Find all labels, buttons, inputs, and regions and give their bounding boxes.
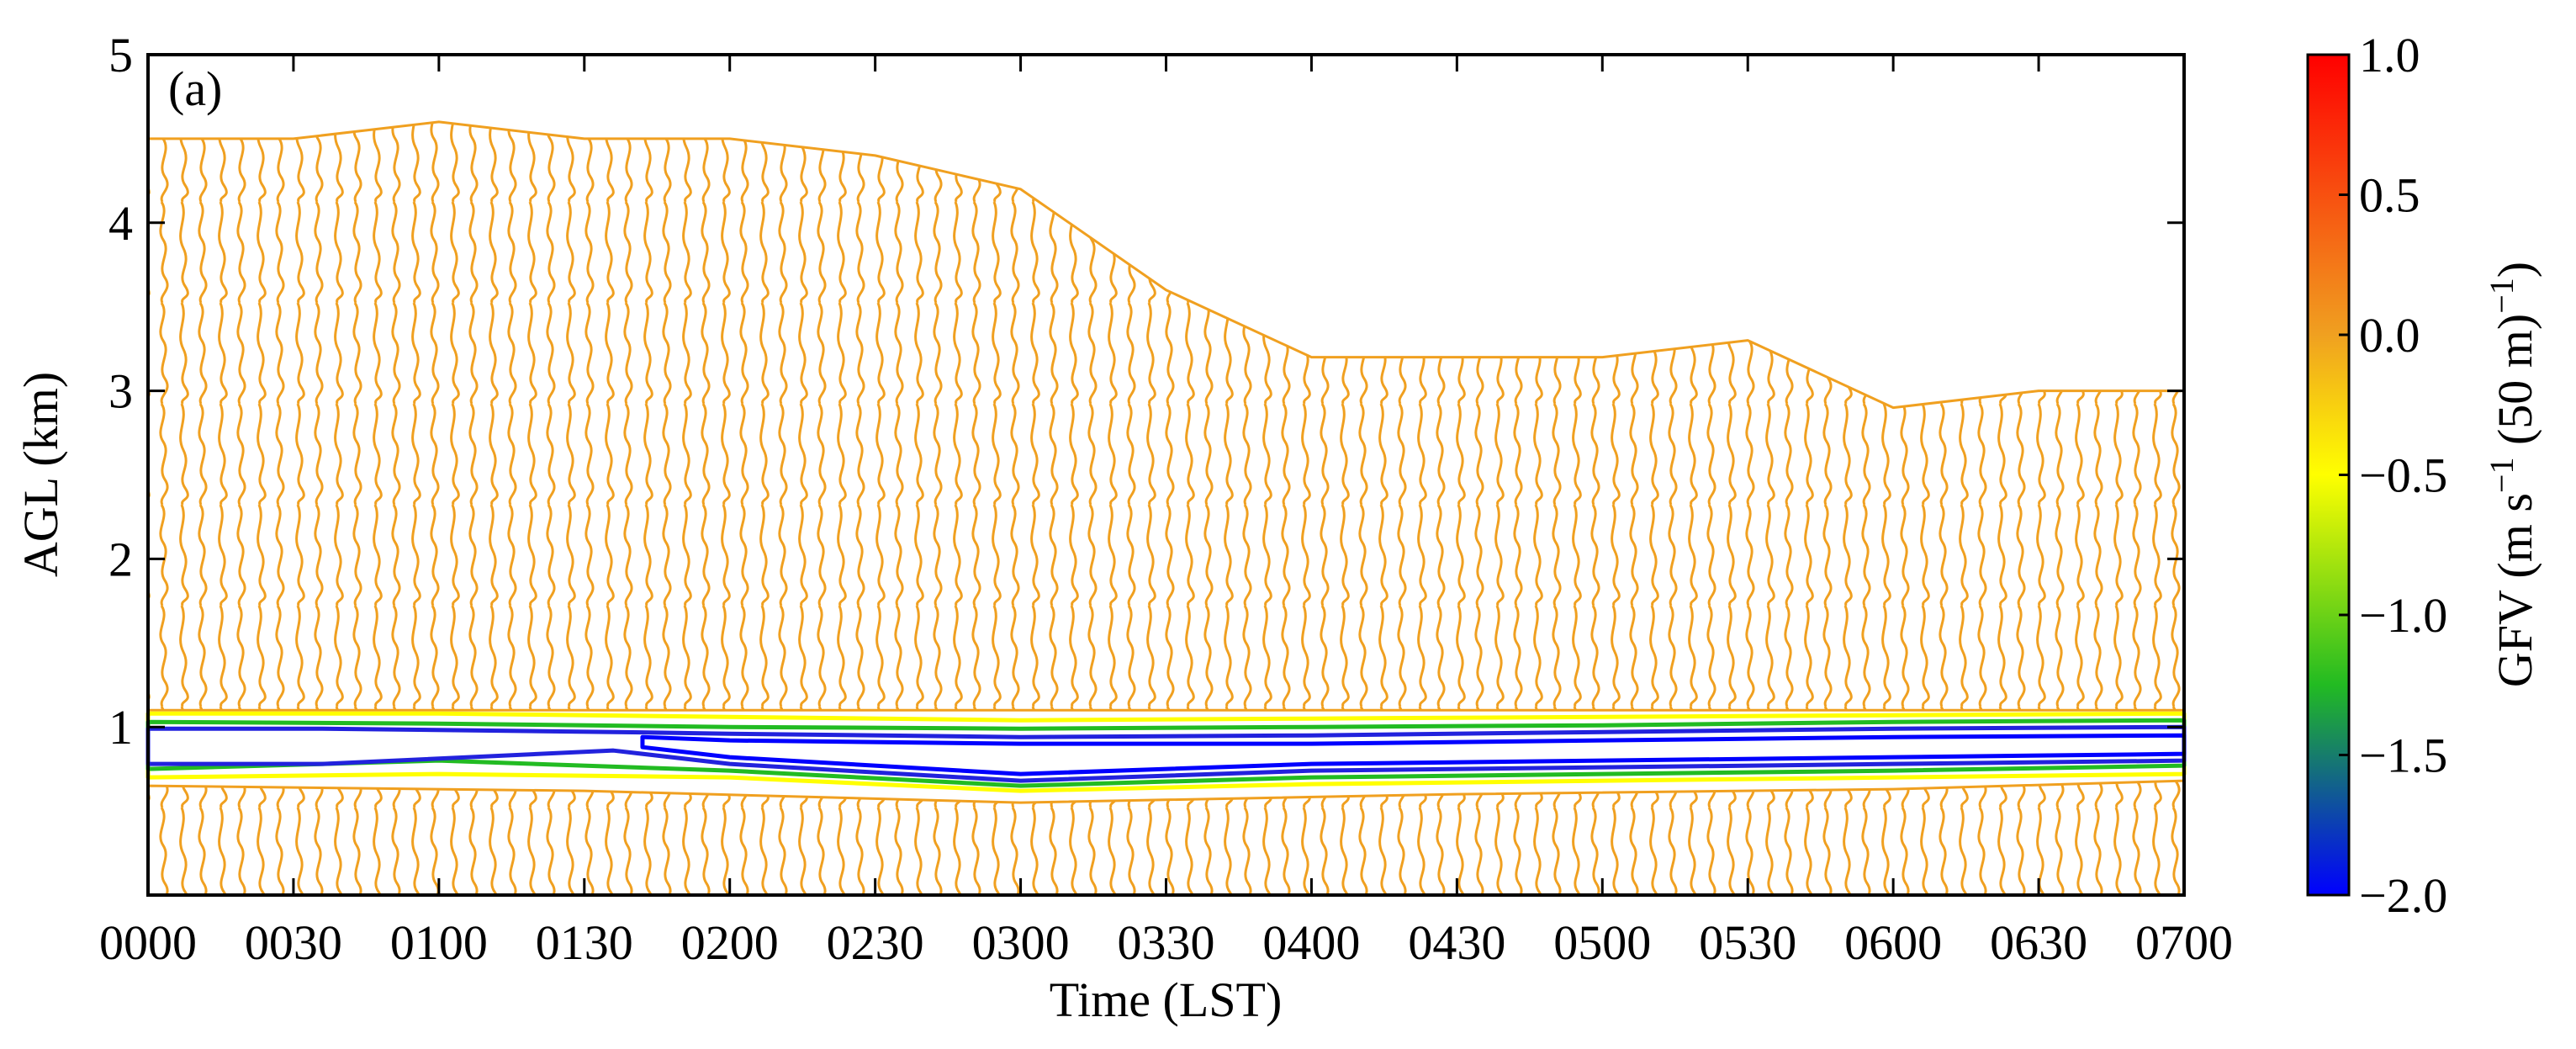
x-tick-label: 0000	[99, 915, 197, 970]
colorbar-label-part: −1	[2483, 458, 2520, 494]
colorbar-tick-label: −1.5	[2359, 728, 2447, 783]
y-tick-label: 5	[108, 28, 133, 82]
x-tick-label: 0430	[1408, 915, 1505, 970]
x-tick-label: 0230	[827, 915, 924, 970]
colorbar-label-part: (50 m)	[2488, 314, 2542, 458]
x-tick-label: 0530	[1699, 915, 1796, 970]
colorbar-tick-label: −0.5	[2359, 448, 2447, 503]
y-tick-label: 1	[108, 700, 133, 755]
colorbar-label-part: −1	[2483, 278, 2520, 314]
colorbar-label: GFV (m s−1 (50 m)−1)	[2483, 262, 2543, 687]
panel-label: (a)	[168, 61, 222, 116]
x-tick-label: 0400	[1262, 915, 1360, 970]
y-tick-label: 2	[108, 532, 133, 586]
x-tick-label: 0130	[536, 915, 633, 970]
x-tick-label: 0200	[681, 915, 779, 970]
colorbar-tick-label: 1.0	[2359, 28, 2420, 82]
contour	[146, 120, 2186, 712]
x-axis-label: Time (LST)	[1050, 972, 1283, 1027]
x-tick-label: 0030	[245, 915, 342, 970]
x-tick-label: 0300	[972, 915, 1070, 970]
colorbar-label-part: GFV (m s	[2488, 493, 2542, 687]
y-axis-label: AGL (km)	[13, 372, 68, 577]
colorbar-label-part: )	[2488, 262, 2542, 278]
colorbar-tick-label: 0.5	[2359, 168, 2420, 223]
contour	[146, 779, 2186, 897]
y-tick-label: 4	[108, 196, 133, 251]
x-tick-label: 0500	[1553, 915, 1651, 970]
x-tick-label: 0330	[1118, 915, 1215, 970]
colorbar-tick-label: −2.0	[2359, 868, 2447, 923]
x-tick-label: 0600	[1844, 915, 1942, 970]
x-tick-label: 0630	[1990, 915, 2087, 970]
y-tick-label: 3	[108, 364, 133, 419]
x-tick-label: 0700	[2135, 915, 2233, 970]
colorbar-tick-label: 0.0	[2359, 308, 2420, 363]
colorbar-tick-label: −1.0	[2359, 588, 2447, 643]
x-tick-label: 0100	[390, 915, 488, 970]
